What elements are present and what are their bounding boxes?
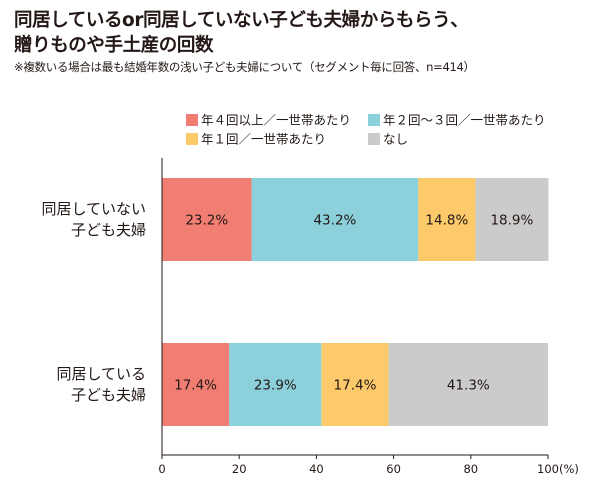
- x-tick-label-60: 60: [386, 462, 401, 476]
- legend-label-4: なし: [383, 132, 408, 147]
- legend-swatch-1: [186, 114, 198, 126]
- bar-segment-2-4: [388, 343, 548, 426]
- value-label-2-4: 41.3%: [447, 378, 490, 394]
- chart-title-line-2: 贈りものや手土産の回数: [14, 35, 214, 56]
- value-label-1-2: 43.2%: [313, 213, 356, 229]
- legend-swatch-4: [368, 133, 380, 145]
- category-label-1-line-1: 同居していない: [41, 200, 146, 218]
- x-axis-unit: (%): [559, 462, 579, 476]
- value-label-1-3: 14.8%: [425, 213, 468, 229]
- legend-label-3: 年１回／一世帯あたり: [201, 132, 326, 147]
- bar-segment-1-4: [475, 178, 549, 261]
- value-label-1-1: 23.2%: [185, 213, 228, 229]
- chart-note: ※複数いる場合は最も結婚年数の浅い子ども夫婦について（セグメント毎に回答、n=4…: [14, 60, 475, 74]
- x-tick-label-100: 100: [537, 462, 559, 476]
- x-tick-label-20: 20: [232, 462, 247, 476]
- x-tick-label-80: 80: [463, 462, 478, 476]
- category-label-1-line-2: 子ども夫婦: [71, 221, 146, 239]
- bar-segment-2-2: [229, 343, 322, 426]
- x-tick-label-40: 40: [309, 462, 324, 476]
- legend-label-2: 年２回～３回／一世帯あたり: [383, 113, 546, 128]
- legend-label-1: 年４回以上／一世帯あたり: [201, 113, 351, 128]
- value-label-1-4: 18.9%: [490, 213, 533, 229]
- x-tick-label-0: 0: [158, 462, 165, 476]
- value-label-2-2: 23.9%: [254, 378, 297, 394]
- chart-title-line-1: 同居しているor同居していない子ども夫婦からもらう、: [14, 10, 469, 31]
- bar-segment-1-3: [418, 178, 476, 261]
- bar-segment-2-3: [321, 343, 389, 426]
- category-label-2-line-2: 子ども夫婦: [71, 386, 146, 404]
- value-label-2-3: 17.4%: [334, 378, 377, 394]
- title-block: 同居しているor同居していない子ども夫婦からもらう、 贈りものや手土産の回数 ※…: [14, 8, 594, 75]
- bar-segment-1-1: [162, 178, 252, 261]
- bar-segment-2-1: [162, 343, 230, 426]
- legend-swatch-2: [368, 114, 380, 126]
- bar-segment-1-2: [251, 178, 419, 261]
- legend-swatch-3: [186, 133, 198, 145]
- category-label-2-line-1: 同居している: [56, 365, 146, 383]
- value-label-2-1: 17.4%: [174, 378, 217, 394]
